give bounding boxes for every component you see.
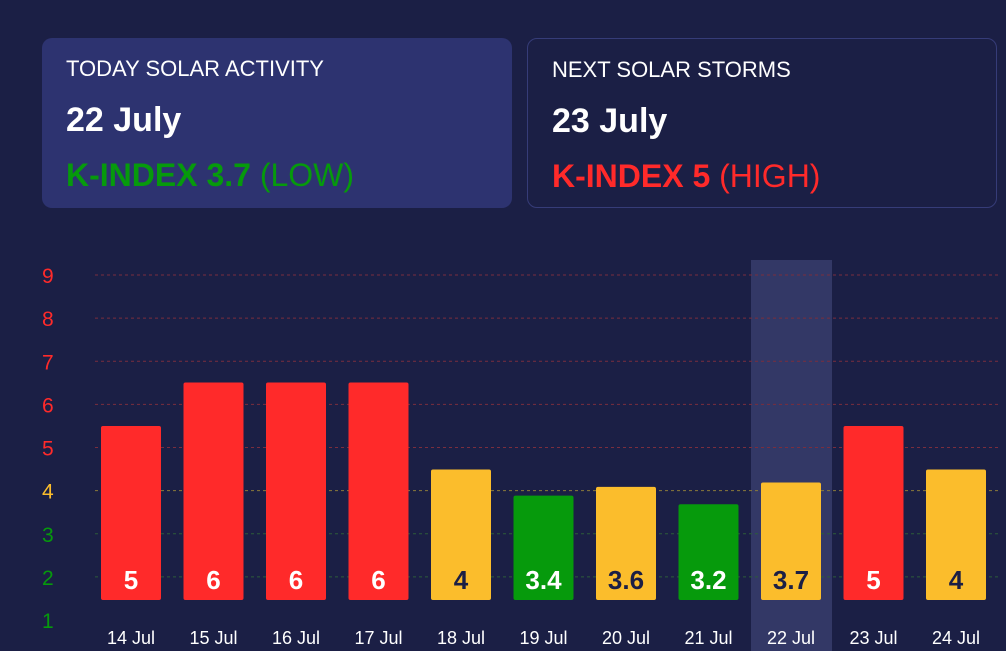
bar[interactable] [761, 482, 821, 600]
bar-value-label: 6 [206, 565, 220, 595]
y-tick-label: 3 [42, 524, 54, 547]
bar[interactable] [348, 382, 409, 601]
today-kindex-level: (LOW) [259, 157, 355, 193]
x-tick-label: 21 Jul [684, 628, 732, 648]
bar[interactable] [513, 495, 574, 600]
x-tick-label: 16 Jul [272, 628, 320, 648]
bar[interactable] [431, 469, 491, 601]
bar[interactable] [678, 504, 739, 600]
next-storms-card: NEXT SOLAR STORMS 23 July K-INDEX 5 (HIG… [527, 38, 997, 208]
x-tick-label: 14 Jul [107, 628, 155, 648]
y-tick-label: 6 [42, 394, 54, 417]
next-kindex-value: K-INDEX 5 [552, 158, 711, 194]
next-card-title: NEXT SOLAR STORMS [552, 57, 791, 82]
bar-value-label: 6 [371, 565, 385, 595]
x-tick-label: 23 Jul [849, 628, 897, 648]
bar-value-label: 6 [289, 565, 303, 595]
bar-value-label: 3.7 [773, 565, 809, 595]
x-tick-label: 17 Jul [354, 628, 402, 648]
y-tick-label: 4 [42, 481, 54, 504]
today-activity-card: TODAY SOLAR ACTIVITY 22 July K-INDEX 3.7… [42, 38, 512, 208]
x-tick-label: 19 Jul [519, 628, 567, 648]
x-tick-label: 18 Jul [437, 628, 485, 648]
today-card-date: 22 July [66, 101, 182, 139]
bar-value-label: 4 [949, 565, 964, 595]
y-tick-label: 8 [42, 308, 54, 331]
bar-value-label: 3.6 [608, 565, 644, 595]
bar[interactable] [843, 426, 904, 600]
today-kindex: K-INDEX 3.7 (LOW) [66, 156, 488, 194]
bar[interactable] [596, 486, 656, 600]
x-tick-label: 22 Jul [767, 628, 815, 648]
x-tick-label: 24 Jul [932, 628, 980, 648]
bar[interactable] [101, 426, 161, 600]
bar[interactable] [926, 469, 986, 601]
x-tick-label: 20 Jul [602, 628, 650, 648]
y-tick-label: 7 [42, 351, 54, 374]
bar-value-label: 4 [454, 565, 469, 595]
bar-value-label: 3.2 [690, 565, 726, 595]
y-tick-label: 9 [42, 265, 54, 288]
next-kindex: K-INDEX 5 (HIGH) [552, 157, 972, 195]
next-card-date: 23 July [552, 102, 668, 140]
y-tick-label: 5 [42, 438, 54, 461]
today-card-title: TODAY SOLAR ACTIVITY [66, 56, 324, 81]
x-tick-label: 15 Jul [189, 628, 237, 648]
next-kindex-level: (HIGH) [719, 158, 821, 194]
bar[interactable] [183, 382, 244, 601]
y-tick-label: 1 [42, 610, 54, 633]
bar-value-label: 5 [866, 565, 880, 595]
bar-value-label: 5 [124, 565, 138, 595]
bar-value-label: 3.4 [525, 565, 562, 595]
today-kindex-value: K-INDEX 3.7 [66, 157, 251, 193]
y-tick-label: 2 [42, 567, 54, 590]
bar[interactable] [266, 382, 326, 601]
